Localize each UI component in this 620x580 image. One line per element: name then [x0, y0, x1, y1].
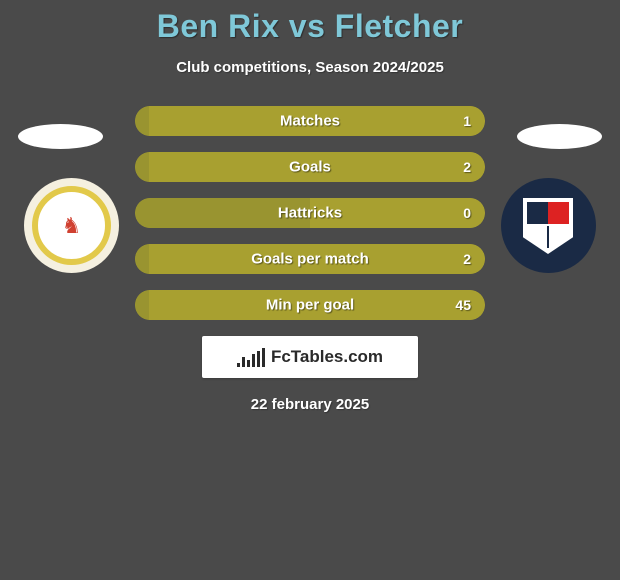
date-label: 22 february 2025 [0, 396, 620, 413]
stat-bar: Goals per match2 [135, 244, 485, 274]
stat-bar: Min per goal45 [135, 290, 485, 320]
stat-bar: Hattricks0 [135, 198, 485, 228]
fctables-logo[interactable]: FcTables.com [202, 336, 418, 378]
comparison-bars: Matches1 Goals2 Hattricks0 Goals per match2… [0, 106, 620, 320]
page-title: Ben Rix vs Fletcher [0, 8, 620, 45]
bar-left-segment [135, 244, 149, 274]
bar-left-segment [135, 106, 149, 136]
stat-bar: Goals2 [135, 152, 485, 182]
bar-chart-icon [237, 348, 265, 367]
bar-right-segment [149, 106, 485, 136]
bar-left-segment [135, 152, 149, 182]
comparison-card: Ben Rix vs Fletcher Club competitions, S… [0, 0, 620, 413]
bar-right-segment [149, 290, 485, 320]
bar-left-segment [135, 290, 149, 320]
subtitle: Club competitions, Season 2024/2025 [0, 59, 620, 76]
bar-left-segment [135, 198, 310, 228]
bar-right-segment [310, 198, 485, 228]
stat-bar: Matches1 [135, 106, 485, 136]
bar-right-segment [149, 244, 485, 274]
bar-right-segment [149, 152, 485, 182]
logo-text: FcTables.com [271, 347, 383, 367]
